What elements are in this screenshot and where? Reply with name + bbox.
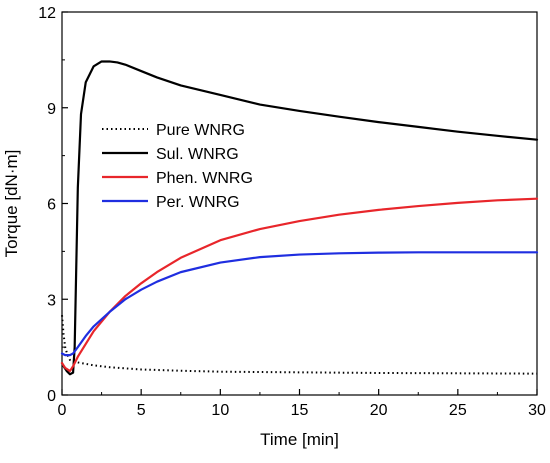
x-axis-title: Time [min] [260,430,339,449]
y-tick-label: 6 [47,197,56,214]
series-line-pure-wnrg [61,315,538,375]
ticks-layer: 0 5 10 15 20 25 30 0 3 6 9 12 [38,5,546,419]
y-axis-title: Torque [dN·m] [2,150,21,258]
x-tick-label: 25 [449,402,467,419]
legend-label: Sul. WNRG [156,146,239,163]
x-tick-label: 10 [211,402,229,419]
series-line-sul-wnrg [60,60,539,376]
x-tick-label: 15 [291,402,309,419]
x-tick-label: 20 [370,402,388,419]
legend-label: Per. WNRG [156,194,240,211]
legend-label: Phen. WNRG [156,170,253,187]
x-tick-label: 0 [58,402,67,419]
legend: Pure WNRG Sul. WNRG Phen. WNRG Per. WNRG [102,122,253,211]
plot-frame [61,11,538,396]
series-line-phen-wnrg [60,197,539,373]
y-tick-label: 3 [47,292,56,309]
y-tick-label: 0 [47,388,56,405]
legend-label: Pure WNRG [156,122,245,139]
series-line-per-wnrg [60,251,539,357]
x-tick-label: 5 [137,402,146,419]
series-layer [60,60,539,376]
y-tick-label: 12 [38,5,56,22]
y-tick-label: 9 [47,101,56,118]
x-tick-label: 30 [528,402,546,419]
